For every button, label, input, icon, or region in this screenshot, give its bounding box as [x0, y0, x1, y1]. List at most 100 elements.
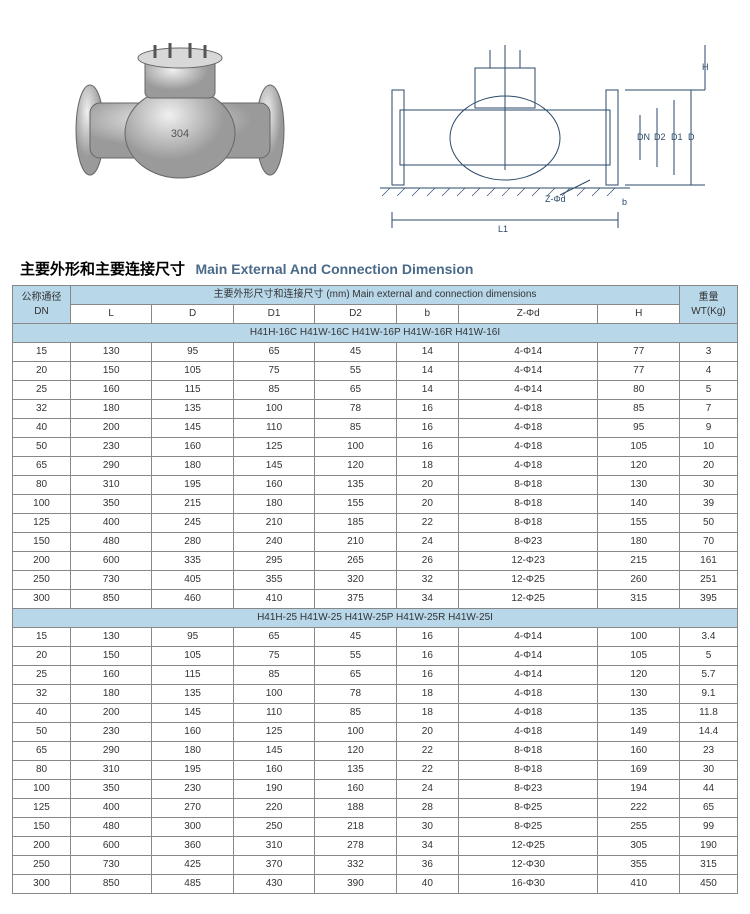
section-title: 主要外形和主要连接尺寸 Main External And Connection…	[0, 250, 750, 285]
table-cell: 14.4	[680, 723, 738, 742]
hdr-dn: 公称通径 DN	[13, 286, 71, 324]
table-cell: 250	[233, 818, 314, 837]
table-cell: 370	[233, 856, 314, 875]
table-cell: 8-Φ25	[458, 818, 597, 837]
table-cell: 200	[71, 419, 152, 438]
table-cell: 95	[598, 419, 680, 438]
table-cell: 55	[315, 362, 396, 381]
table-cell: 8-Φ18	[458, 476, 597, 495]
table-cell: 99	[680, 818, 738, 837]
table-cell: 15	[13, 343, 71, 362]
table-cell: 65	[315, 381, 396, 400]
table-cell: 4-Φ18	[458, 419, 597, 438]
hdr-col: D2	[315, 305, 396, 324]
table-cell: 80	[13, 761, 71, 780]
section-label: H41H-25 H41W-25 H41W-25P H41W-25R H41W-2…	[13, 609, 738, 628]
table-cell: 120	[598, 457, 680, 476]
table-row: 2507304253703323612-Φ30355315	[13, 856, 738, 875]
table-cell: 4-Φ14	[458, 381, 597, 400]
table-cell: 30	[680, 476, 738, 495]
hdr-col: L	[71, 305, 152, 324]
table-cell: 161	[680, 552, 738, 571]
table-cell: 230	[71, 723, 152, 742]
table-cell: 160	[71, 381, 152, 400]
table-cell: 120	[315, 742, 396, 761]
table-cell: 125	[233, 438, 314, 457]
table-cell: 20	[13, 362, 71, 381]
table-cell: 8-Φ18	[458, 742, 597, 761]
table-cell: 480	[71, 818, 152, 837]
table-cell: 450	[680, 875, 738, 894]
table-cell: 45	[315, 343, 396, 362]
dim-d1: D1	[671, 132, 683, 142]
table-cell: 850	[71, 875, 152, 894]
table-cell: 730	[71, 571, 152, 590]
table-cell: 135	[152, 400, 233, 419]
table-cell: 280	[152, 533, 233, 552]
table-row: 2507304053553203212-Φ25260251	[13, 571, 738, 590]
table-cell: 24	[396, 533, 458, 552]
table-cell: 4-Φ14	[458, 647, 597, 666]
table-cell: 149	[598, 723, 680, 742]
table-cell: 255	[598, 818, 680, 837]
table-row: 125400270220188288-Φ2522265	[13, 799, 738, 818]
table-cell: 105	[598, 647, 680, 666]
table-cell: 50	[680, 514, 738, 533]
table-row: 100350230190160248-Φ2319444	[13, 780, 738, 799]
table-cell: 8-Φ18	[458, 514, 597, 533]
table-cell: 140	[598, 495, 680, 514]
table-cell: 375	[315, 590, 396, 609]
table-cell: 23	[680, 742, 738, 761]
table-cell: 32	[13, 400, 71, 419]
table-cell: 39	[680, 495, 738, 514]
table-cell: 24	[396, 780, 458, 799]
table-cell: 110	[233, 419, 314, 438]
title-en: Main External And Connection Dimension	[195, 261, 473, 277]
table-cell: 3.4	[680, 628, 738, 647]
table-cell: 251	[680, 571, 738, 590]
table-cell: 12-Φ25	[458, 571, 597, 590]
table-cell: 20	[396, 495, 458, 514]
valve-photo: 304	[30, 20, 330, 220]
table-cell: 100	[13, 495, 71, 514]
table-row: 201501057555164-Φ141055	[13, 647, 738, 666]
table-cell: 210	[315, 533, 396, 552]
table-row: 201501057555144-Φ14774	[13, 362, 738, 381]
table-cell: 290	[71, 457, 152, 476]
table-row: 125400245210185228-Φ1815550	[13, 514, 738, 533]
table-cell: 145	[233, 457, 314, 476]
table-cell: 460	[152, 590, 233, 609]
table-cell: 3	[680, 343, 738, 362]
table-cell: 230	[71, 438, 152, 457]
table-cell: 195	[152, 476, 233, 495]
table-cell: 8-Φ23	[458, 780, 597, 799]
table-cell: 65	[680, 799, 738, 818]
table-cell: 85	[233, 381, 314, 400]
table-cell: 265	[315, 552, 396, 571]
table-cell: 20	[13, 647, 71, 666]
table-cell: 18	[396, 457, 458, 476]
table-cell: 315	[680, 856, 738, 875]
table-cell: 16-Φ30	[458, 875, 597, 894]
table-cell: 78	[315, 685, 396, 704]
table-cell: 360	[152, 837, 233, 856]
table-cell: 4-Φ18	[458, 400, 597, 419]
table-cell: 36	[396, 856, 458, 875]
table-cell: 730	[71, 856, 152, 875]
table-row: 3218013510078164-Φ18857	[13, 400, 738, 419]
table-cell: 260	[598, 571, 680, 590]
table-cell: 12-Φ25	[458, 590, 597, 609]
table-cell: 70	[680, 533, 738, 552]
table-cell: 4-Φ14	[458, 628, 597, 647]
table-cell: 410	[598, 875, 680, 894]
table-cell: 85	[233, 666, 314, 685]
table-cell: 100	[233, 400, 314, 419]
table-row: 150480280240210248-Φ2318070	[13, 533, 738, 552]
table-cell: 85	[315, 419, 396, 438]
table-cell: 600	[71, 552, 152, 571]
table-cell: 26	[396, 552, 458, 571]
table-row: 150480300250218308-Φ2525599	[13, 818, 738, 837]
table-cell: 130	[71, 343, 152, 362]
table-cell: 65	[233, 628, 314, 647]
table-cell: 8-Φ25	[458, 799, 597, 818]
